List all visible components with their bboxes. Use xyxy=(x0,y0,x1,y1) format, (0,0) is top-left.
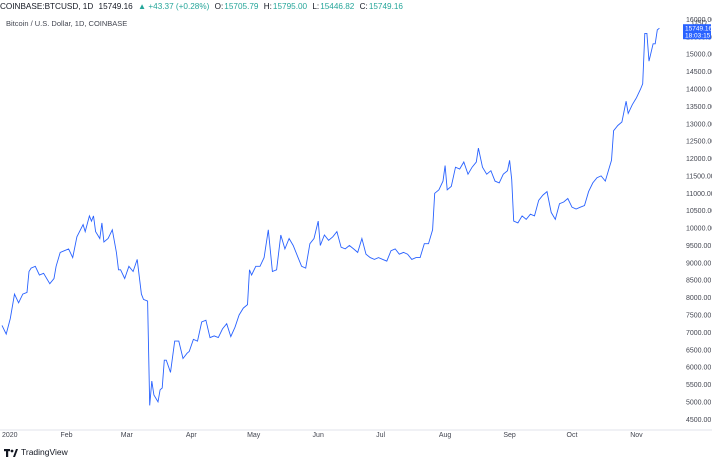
price-change: ▲ +43.37 (+0.28%) xyxy=(137,2,210,11)
y-tick-label: 6000.00 xyxy=(686,365,711,372)
x-tick-label: 2020 xyxy=(2,432,18,439)
symbol-name[interactable]: COINBASE:BTCUSD, 1D xyxy=(0,2,94,11)
price-line xyxy=(1,27,660,406)
y-tick-label: 4500.00 xyxy=(686,417,711,424)
y-tick-label: 13500.00 xyxy=(686,104,712,111)
y-tick-label: 5000.00 xyxy=(686,399,711,406)
y-tick-label: 11000.00 xyxy=(686,191,712,198)
y-tick-label: 11500.00 xyxy=(686,173,712,180)
x-tick-label: Aug xyxy=(439,432,452,439)
y-tick-label: 12000.00 xyxy=(686,156,712,163)
footer: TradingView xyxy=(0,444,712,462)
y-tick-label: 7500.00 xyxy=(686,313,711,320)
low-label: L: xyxy=(312,2,320,11)
y-tick-label: 7000.00 xyxy=(686,330,711,337)
y-unit-label: USD xyxy=(692,20,707,27)
last-price-tag xyxy=(683,24,711,40)
y-tick-label: 8000.00 xyxy=(686,295,711,302)
last-price: 15749.16 xyxy=(98,2,133,11)
high-value: 15795.00 xyxy=(272,2,308,11)
y-tick-label: 16000.00 xyxy=(686,17,712,24)
symbol-header: COINBASE:BTCUSD, 1D 15749.16 ▲ +43.37 (+… xyxy=(0,0,712,14)
x-tick-label: Sep xyxy=(503,432,516,439)
x-tick-label: Oct xyxy=(567,432,578,439)
tradingview-logo-icon xyxy=(4,448,18,457)
y-tick-label: 9500.00 xyxy=(686,243,711,250)
high-label: H: xyxy=(263,2,272,11)
y-tick-label: 13000.00 xyxy=(686,121,712,128)
brand-name: TradingView xyxy=(21,447,68,457)
close-label: C: xyxy=(359,2,368,11)
y-tick-label: 14500.00 xyxy=(686,69,712,76)
y-tick-label: 9000.00 xyxy=(686,260,711,267)
x-tick-label: Jul xyxy=(376,432,385,439)
x-tick-label: Feb xyxy=(60,432,72,439)
time-axis[interactable]: 2020 Feb Mar Apr May Jun Jul Aug Sep Oct Nov xyxy=(0,429,712,439)
x-tick-label: Apr xyxy=(186,432,198,439)
countdown-label: 18:03:15 xyxy=(685,33,711,40)
open-label: O: xyxy=(214,2,224,11)
y-tick-label: 15000.00 xyxy=(686,52,712,59)
y-tick-label: 12500.00 xyxy=(686,139,712,146)
close-value: 15749.16 xyxy=(368,2,403,11)
x-tick-label: May xyxy=(247,432,261,439)
x-tick-label: Mar xyxy=(121,432,134,439)
open-value: 15705.79 xyxy=(224,2,259,11)
low-value: 15446.82 xyxy=(320,2,355,11)
y-tick-label: 10500.00 xyxy=(686,208,712,215)
x-tick-label: Nov xyxy=(630,432,643,439)
last-price-tag-label: 15749.16 xyxy=(685,26,712,33)
x-tick-label: Jun xyxy=(313,432,324,439)
y-tick-label: 6500.00 xyxy=(686,347,711,354)
y-tick-label: 10000.00 xyxy=(686,226,712,233)
y-tick-label: 5500.00 xyxy=(686,382,711,389)
tradingview-logo[interactable]: TradingView xyxy=(4,447,68,457)
chart-subtitle: Bitcoin / U.S. Dollar, 1D, COINBASE xyxy=(6,19,128,28)
y-tick-label: 8500.00 xyxy=(686,278,711,285)
y-tick-label: 14000.00 xyxy=(686,87,712,94)
price-axis[interactable]: 4500.00 5000.00 5500.00 6000.00 6500.00 7000.… xyxy=(686,17,712,424)
